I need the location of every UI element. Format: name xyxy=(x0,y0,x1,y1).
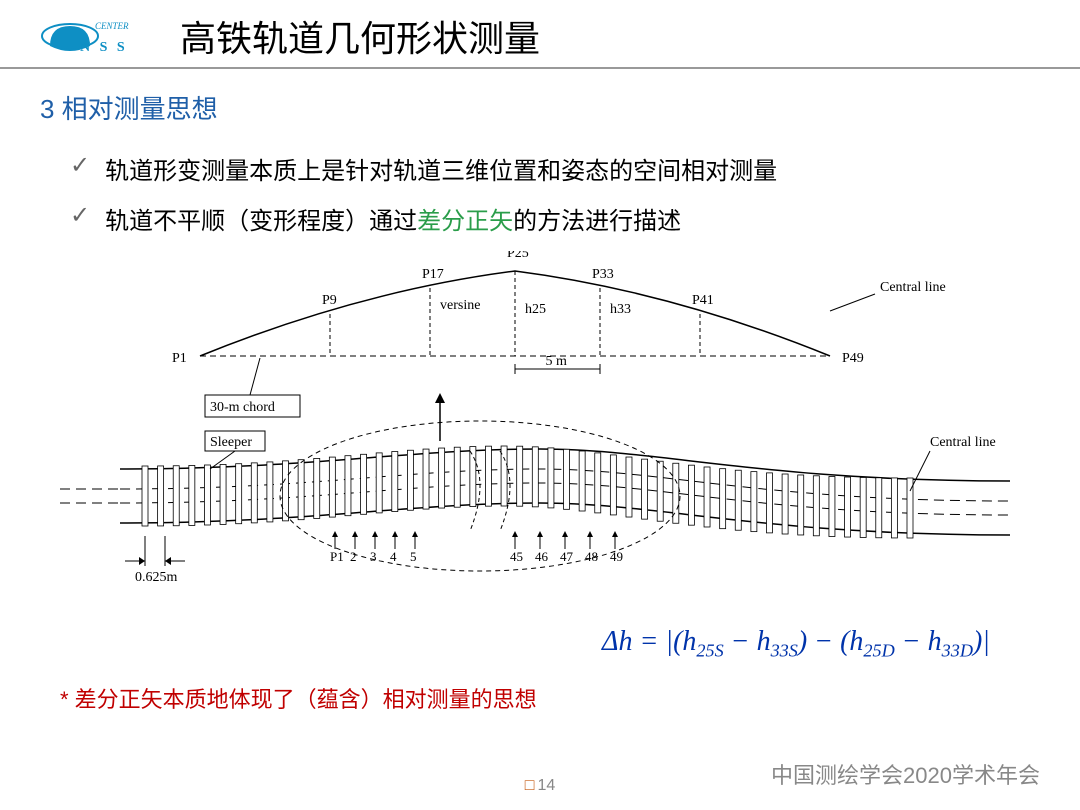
logo-bottom-text: N S S xyxy=(80,40,128,55)
svg-text:5 m: 5 m xyxy=(546,354,568,369)
svg-text:P17: P17 xyxy=(422,267,444,282)
section-heading: 3 相对测量思想 xyxy=(0,69,1080,136)
svg-text:45: 45 xyxy=(510,549,523,564)
svg-text:4: 4 xyxy=(390,549,397,564)
svg-text:P9: P9 xyxy=(322,293,337,308)
nss-logo: CENTER N S S xyxy=(40,11,160,61)
svg-text:5: 5 xyxy=(410,549,417,564)
page-marker-icon: □ xyxy=(525,777,535,794)
svg-text:0.625m: 0.625m xyxy=(135,570,178,585)
check-icon: ✓ xyxy=(70,201,90,230)
svg-text:49: 49 xyxy=(610,549,623,564)
bullet-item: ✓ 轨道不平顺（变形程度）通过差分正矢的方法进行描述 xyxy=(70,201,1010,236)
svg-text:P41: P41 xyxy=(692,293,714,308)
svg-text:30-m chord: 30-m chord xyxy=(210,400,275,415)
svg-text:P49: P49 xyxy=(842,351,864,366)
formula: Δh = |(h25S − h33S) − (h25D − h33D)| xyxy=(0,626,1080,662)
svg-text:47: 47 xyxy=(560,549,574,564)
logo-top-text: CENTER xyxy=(95,21,129,31)
bullet-text: 轨道不平顺（变形程度）通过差分正矢的方法进行描述 xyxy=(105,201,681,236)
svg-text:P33: P33 xyxy=(592,267,614,282)
watermark: 中国测绘学会2020学术年会 xyxy=(771,758,1040,790)
svg-text:Sleeper: Sleeper xyxy=(210,435,252,450)
svg-text:48: 48 xyxy=(585,549,598,564)
footnote: * 差分正矢本质地体现了（蕴含）相对测量的思想 xyxy=(0,662,1080,714)
svg-text:2: 2 xyxy=(350,549,357,564)
slide-title: 高铁轨道几何形状测量 xyxy=(180,10,540,62)
check-icon: ✓ xyxy=(70,151,90,180)
svg-text:3: 3 xyxy=(370,549,377,564)
svg-text:P1: P1 xyxy=(172,351,187,366)
svg-text:h25: h25 xyxy=(525,302,546,317)
bullet-text: 轨道形变测量本质上是针对轨道三维位置和姿态的空间相对测量 xyxy=(105,151,777,186)
versine-diagram: P1 P9 P17 P25 P33 P41 P49 versine h25 h33 5 m 30-m … xyxy=(60,251,1020,611)
page-number: □14 xyxy=(525,777,555,795)
svg-text:Central line: Central line xyxy=(930,435,996,450)
svg-text:P25: P25 xyxy=(507,251,529,261)
diagram: P1 P9 P17 P25 P33 P41 P49 versine h25 h33 5 m 30-m … xyxy=(60,251,1020,616)
slide-header: CENTER N S S 高铁轨道几何形状测量 xyxy=(0,0,1080,69)
bullet-item: ✓ 轨道形变测量本质上是针对轨道三维位置和姿态的空间相对测量 xyxy=(70,151,1010,186)
svg-text:versine: versine xyxy=(440,298,480,313)
svg-text:P1: P1 xyxy=(330,549,344,564)
bullet-list: ✓ 轨道形变测量本质上是针对轨道三维位置和姿态的空间相对测量 ✓ 轨道不平顺（变… xyxy=(0,151,1080,236)
svg-text:46: 46 xyxy=(535,549,549,564)
svg-text:Central line: Central line xyxy=(880,280,946,295)
svg-text:h33: h33 xyxy=(610,302,631,317)
